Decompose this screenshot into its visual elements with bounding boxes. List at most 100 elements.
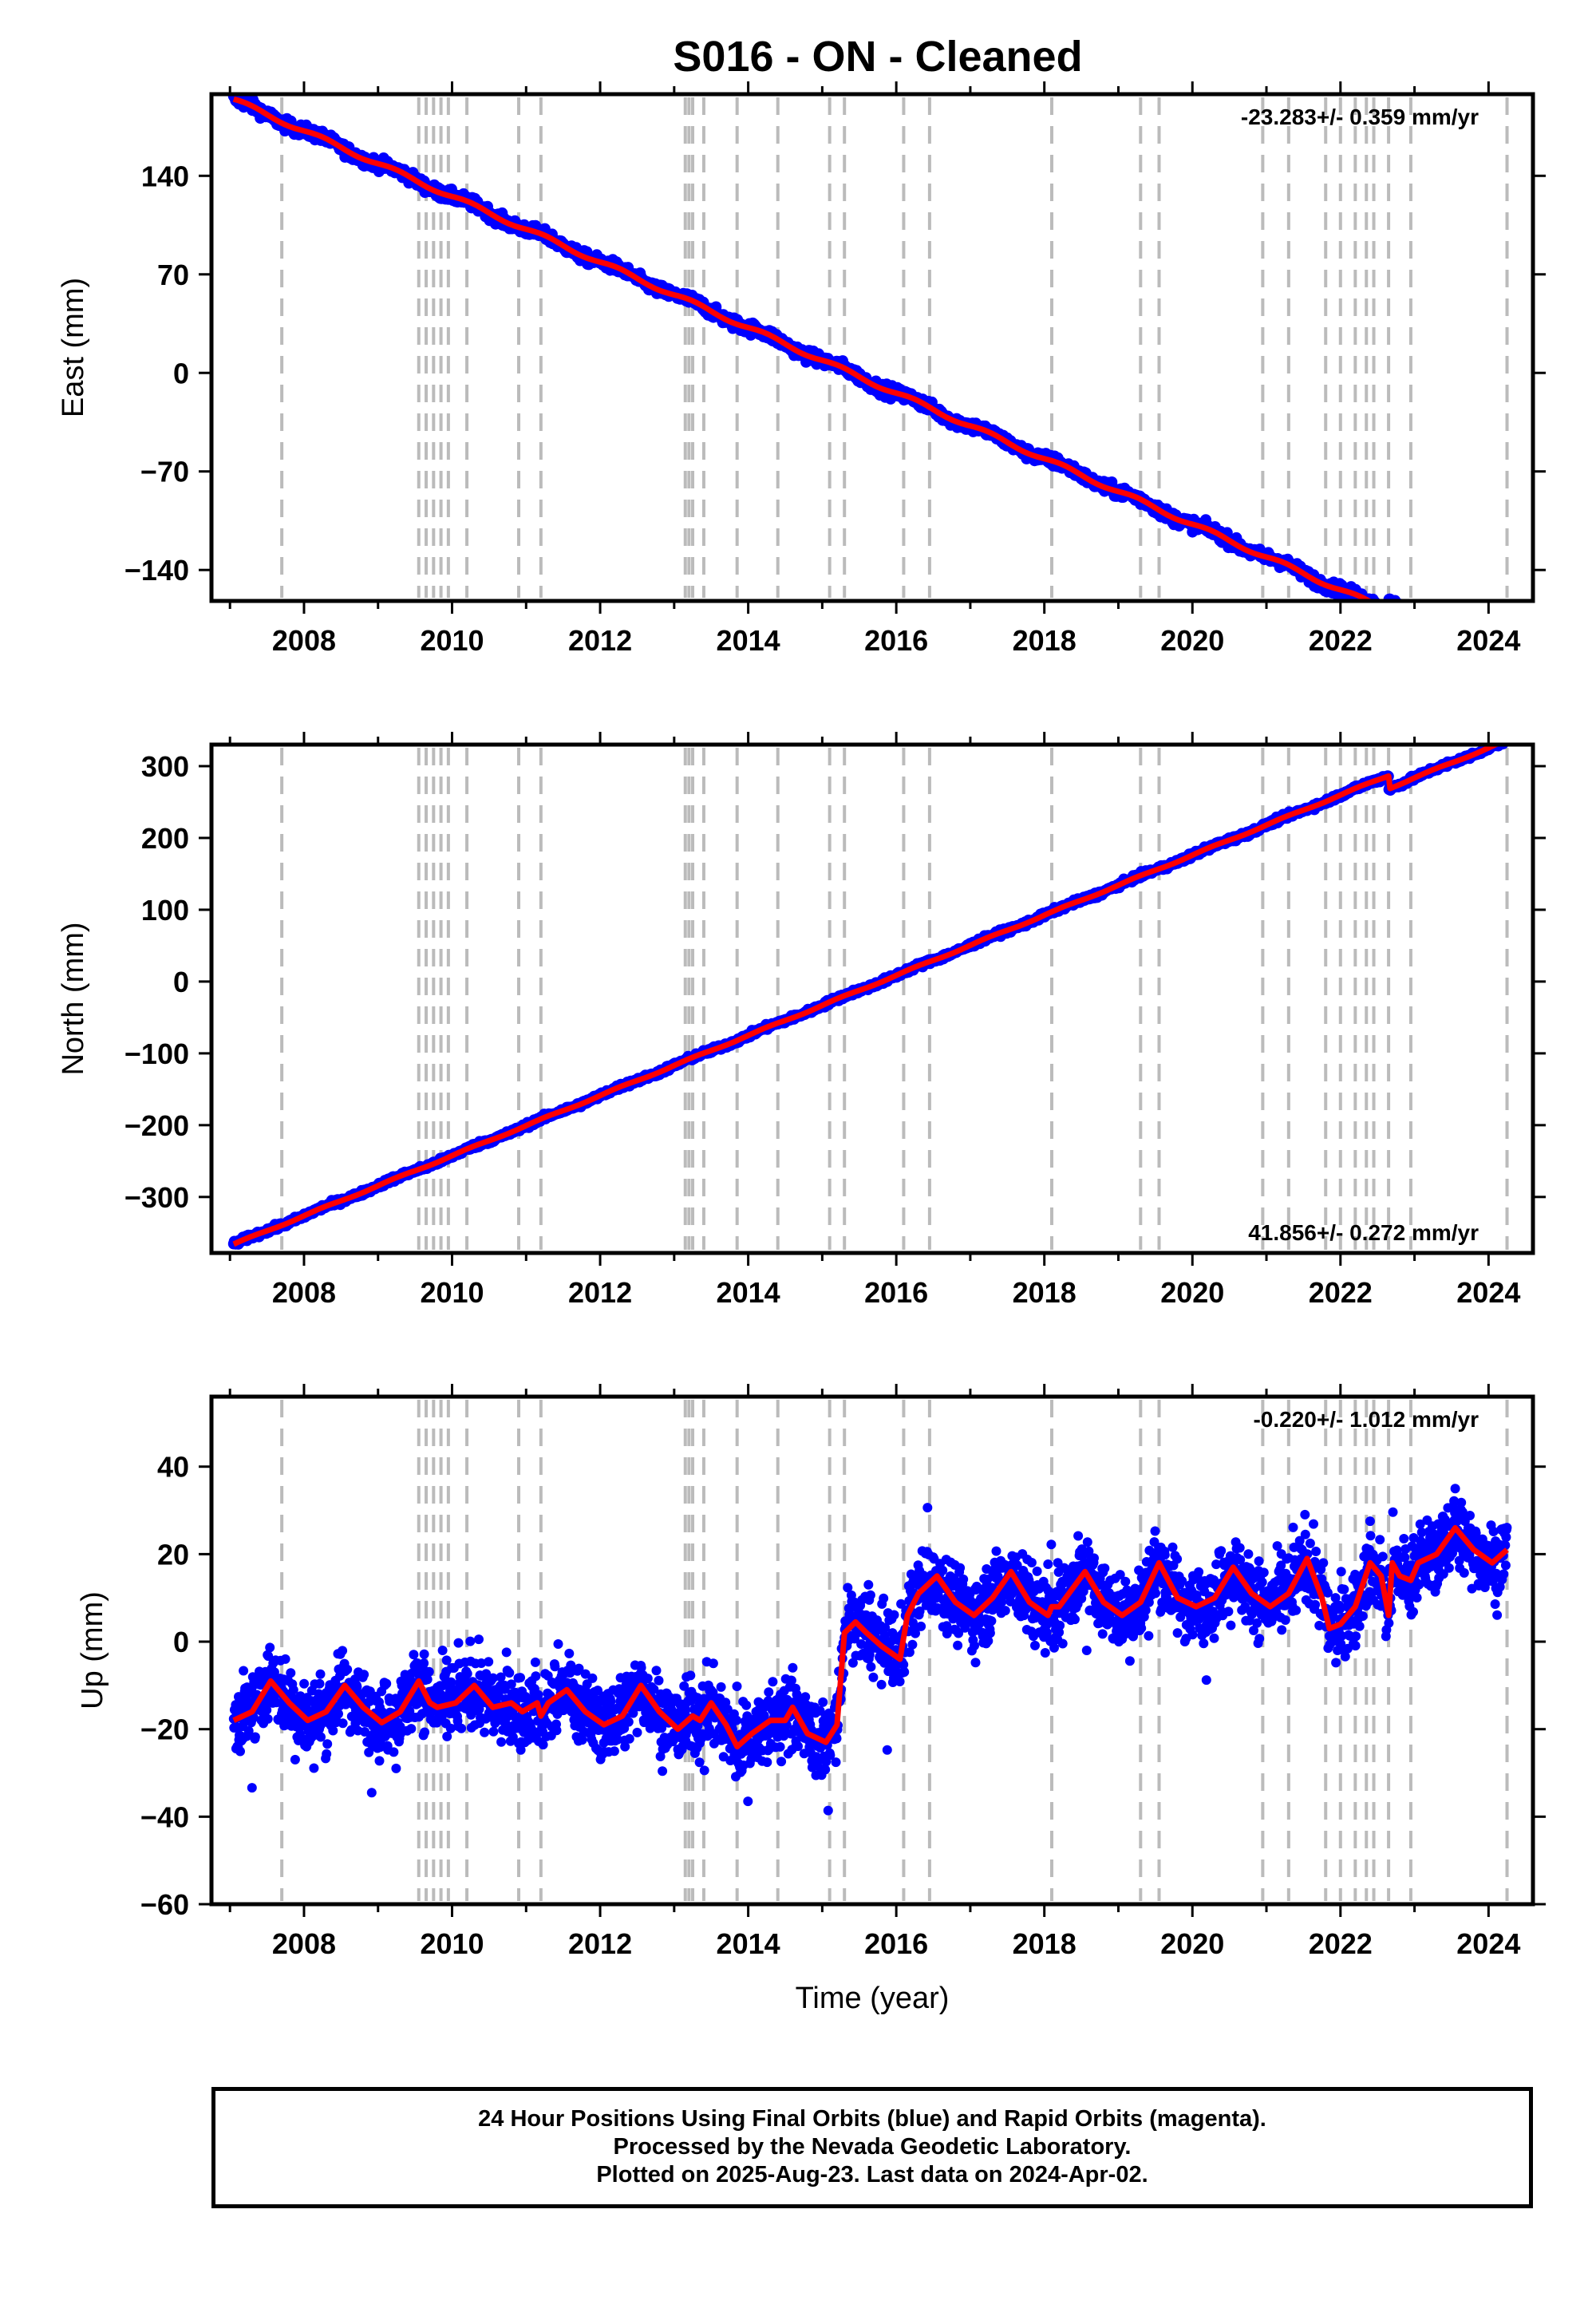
data-point bbox=[1420, 610, 1431, 621]
y-tick-label: 300 bbox=[141, 750, 189, 783]
data-point bbox=[1376, 605, 1387, 616]
data-point bbox=[488, 1726, 499, 1737]
data-point bbox=[1373, 604, 1384, 615]
data-point bbox=[239, 1666, 249, 1676]
data-point bbox=[453, 1638, 464, 1648]
data-point bbox=[1381, 602, 1392, 613]
data-point bbox=[263, 1713, 273, 1724]
x-tick-label: 2022 bbox=[1309, 1276, 1373, 1309]
data-point bbox=[1430, 616, 1441, 627]
data-point bbox=[235, 1746, 245, 1757]
x-tick-label: 2024 bbox=[1456, 1276, 1520, 1309]
data-point bbox=[1400, 607, 1412, 618]
data-point bbox=[1443, 619, 1454, 630]
data-point bbox=[391, 1763, 401, 1773]
data-point bbox=[1403, 603, 1414, 614]
data-point bbox=[409, 1650, 419, 1660]
data-point bbox=[424, 1666, 434, 1677]
data-point bbox=[309, 1763, 319, 1773]
data-point bbox=[1436, 615, 1447, 626]
y-tick-label: 140 bbox=[141, 160, 189, 192]
data-point bbox=[1374, 602, 1385, 613]
data-point bbox=[250, 1732, 260, 1742]
data-point bbox=[419, 1649, 429, 1659]
data-point bbox=[265, 1642, 275, 1653]
data-point bbox=[1432, 616, 1444, 627]
data-point bbox=[1375, 606, 1386, 617]
y-tick-label: 0 bbox=[173, 357, 189, 389]
data-point bbox=[1424, 607, 1436, 619]
data-point bbox=[1408, 604, 1419, 615]
data-point bbox=[1389, 603, 1400, 614]
data-point bbox=[538, 1740, 548, 1750]
x-tick-label: 2012 bbox=[568, 624, 632, 657]
data-point bbox=[437, 1646, 448, 1655]
y-axis-title: East (mm) bbox=[57, 278, 90, 417]
data-point bbox=[1394, 603, 1405, 614]
data-points-up bbox=[228, 1484, 1512, 1816]
data-point bbox=[564, 1648, 575, 1658]
data-point bbox=[456, 1723, 467, 1733]
data-point bbox=[1417, 613, 1428, 624]
data-point bbox=[359, 1670, 369, 1680]
event-lines-east bbox=[280, 97, 1509, 598]
data-point bbox=[480, 1727, 490, 1737]
velocity-label-north: 41.856+/- 0.272 mm/yr bbox=[1248, 1220, 1479, 1245]
data-point bbox=[531, 1671, 541, 1682]
data-point bbox=[286, 1668, 296, 1678]
data-point bbox=[1416, 611, 1428, 622]
data-point bbox=[1445, 619, 1456, 630]
data-point bbox=[338, 1718, 348, 1729]
data-point bbox=[465, 1636, 476, 1646]
panel-east: 2008 2010 2012 2014 2016 2018 2020 2022 2024−140… bbox=[57, 81, 1546, 657]
data-point bbox=[419, 1658, 429, 1669]
panel-north: 2008 2010 2012 2014 2016 2018 2020 2022 2024−300… bbox=[57, 732, 1546, 1309]
data-point bbox=[1419, 607, 1430, 619]
data-point bbox=[1444, 622, 1456, 633]
x-tick-label: 2008 bbox=[272, 1276, 336, 1309]
data-point bbox=[1428, 610, 1440, 621]
data-point bbox=[1439, 612, 1450, 623]
data-point bbox=[1435, 614, 1446, 625]
data-point bbox=[1434, 618, 1445, 629]
data-point bbox=[1428, 619, 1439, 630]
data-point bbox=[1396, 603, 1408, 615]
data-point bbox=[1398, 602, 1409, 613]
data-point bbox=[587, 1673, 598, 1683]
data-point bbox=[342, 1664, 353, 1674]
y-tick-label: −300 bbox=[124, 1181, 189, 1214]
data-point bbox=[1418, 615, 1429, 626]
plot-frame-east bbox=[209, 92, 1535, 603]
data-point bbox=[299, 1678, 310, 1689]
data-point bbox=[1416, 608, 1428, 619]
data-point bbox=[1393, 603, 1404, 614]
data-point bbox=[1441, 622, 1452, 633]
x-tick-label: 2008 bbox=[272, 624, 336, 657]
data-point bbox=[1383, 607, 1394, 618]
data-point bbox=[1423, 613, 1434, 624]
x-tick-label: 2022 bbox=[1309, 624, 1373, 657]
data-point bbox=[1437, 619, 1448, 630]
data-point bbox=[1371, 605, 1382, 616]
x-tick-label: 2010 bbox=[420, 624, 484, 657]
data-point bbox=[1429, 611, 1440, 622]
data-point bbox=[1445, 621, 1456, 632]
data-point bbox=[389, 1747, 399, 1757]
data-points-east bbox=[227, 94, 1456, 633]
data-point bbox=[1414, 608, 1425, 619]
y-tick-label: −200 bbox=[124, 1109, 189, 1142]
data-point bbox=[496, 1737, 507, 1747]
y-tick-label: 100 bbox=[141, 894, 189, 927]
data-point bbox=[1393, 602, 1404, 613]
data-point bbox=[381, 1678, 392, 1689]
data-point bbox=[338, 1646, 348, 1656]
y-tick-label: −70 bbox=[140, 456, 189, 488]
data-point bbox=[280, 1654, 290, 1664]
data-point bbox=[504, 1668, 515, 1678]
data-point bbox=[1432, 611, 1443, 622]
data-point bbox=[1391, 603, 1402, 614]
data-point bbox=[484, 1657, 494, 1667]
x-tick-label: 2024 bbox=[1456, 624, 1520, 657]
data-point bbox=[1441, 621, 1452, 632]
data-point bbox=[366, 1788, 377, 1798]
